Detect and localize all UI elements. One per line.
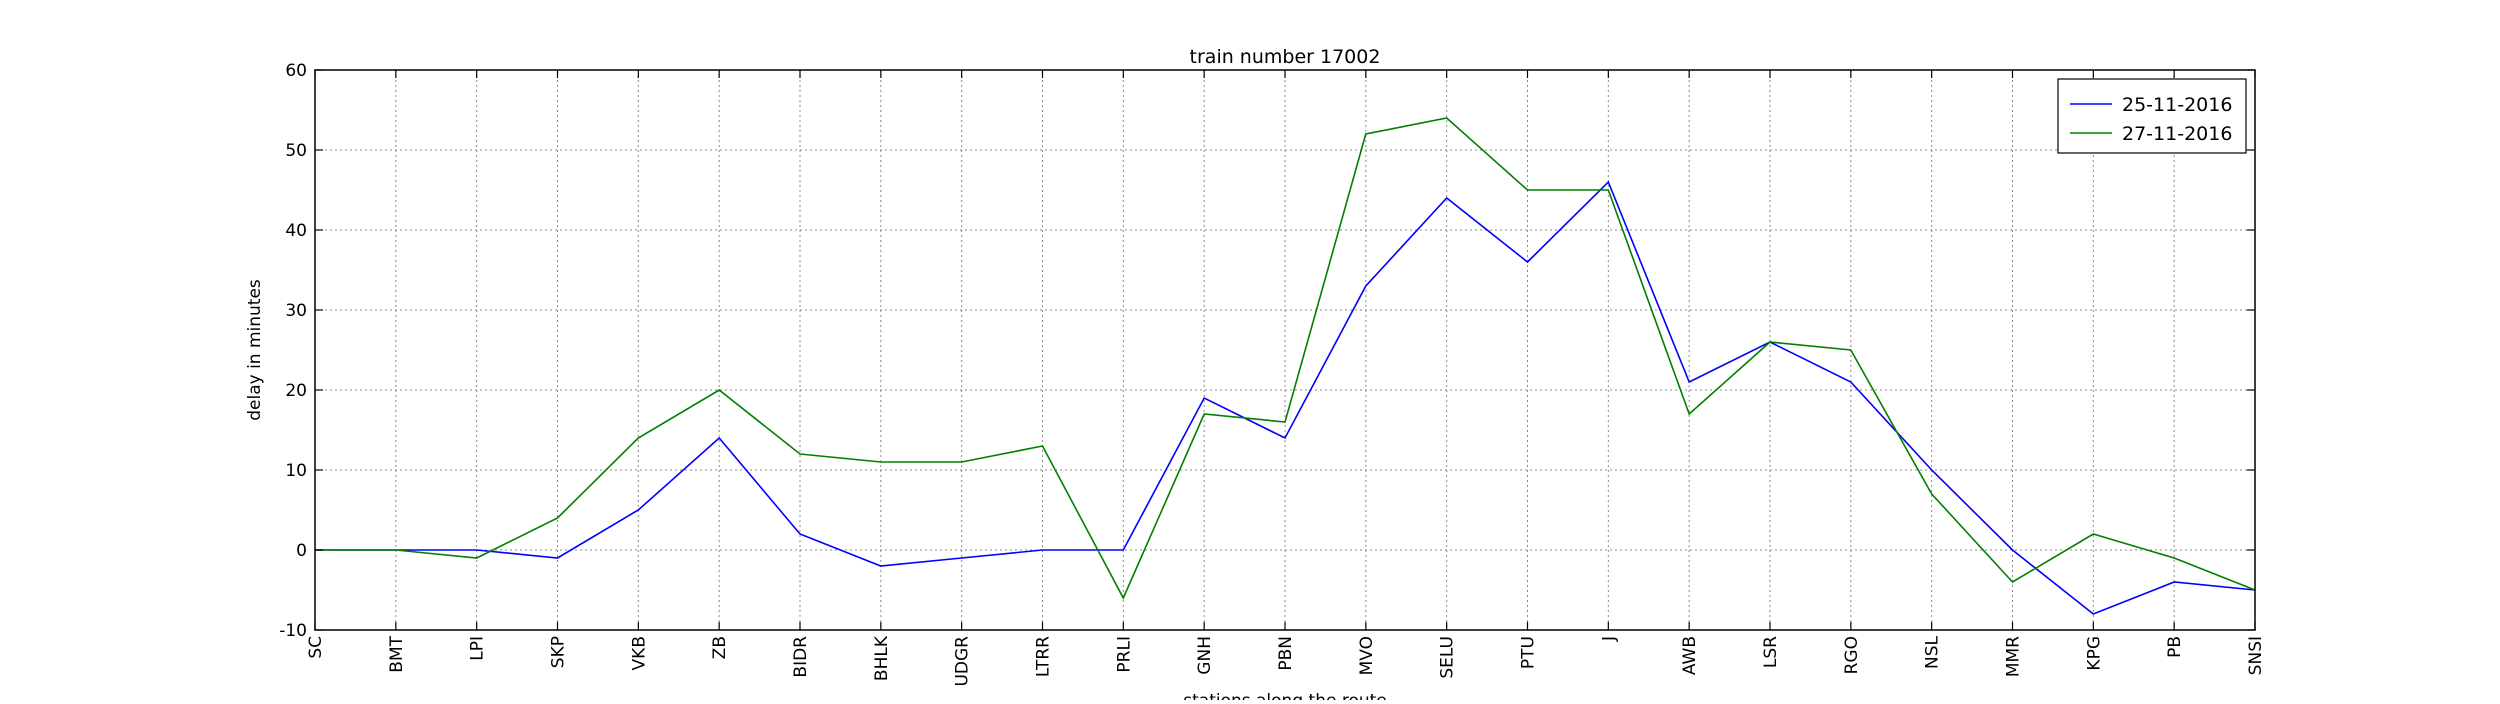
y-tick-label: 30 [285,301,307,321]
x-tick-label-snsi: SNSI [2246,636,2266,675]
x-axis: SC BMT LPI SKP VKB ZB BIDR BHLK UDGR LTRR PRLI GNH P… [306,70,2266,687]
x-tick-label-bmt: BMT [387,635,407,672]
y-tick-label: 50 [285,141,307,161]
x-tick-label-bidr: BIDR [791,636,811,678]
y-tick-label: 60 [285,61,307,81]
y-tick-label: 40 [285,221,307,241]
x-tick-label-pb: PB [2165,636,2185,658]
x-tick-label-vkb: VKB [629,636,649,670]
x-tick-label-j: J [1599,636,1619,642]
x-tick-label-pbn: PBN [1276,636,1296,671]
y-axis: -10 0 10 20 30 40 50 60 [279,61,2255,641]
x-tick-label-udgr: UDGR [953,636,973,687]
x-tick-label-sc: SC [306,636,326,659]
x-tick-label-lpi: LPI [468,636,488,661]
x-tick-label-awb: AWB [1680,636,1700,675]
x-tick-label-mmr: MMR [2004,636,2024,677]
x-tick-label-rgo: RGO [1842,636,1862,674]
x-tick-label-gnh: GNH [1195,636,1215,675]
y-tick-label: 10 [285,461,307,481]
x-tick-label-prli: PRLI [1114,636,1134,673]
x-tick-label-mvo: MVO [1357,636,1377,675]
y-axis-label: delay in minutes [245,279,265,421]
y-tick-label: 20 [285,381,307,401]
y-tick-label: -10 [279,621,307,641]
x-tick-label-bhlk: BHLK [872,635,892,681]
chart-title: train number 17002 [1190,46,1381,68]
legend: 25-11-2016 27-11-2016 [2058,79,2246,153]
x-tick-label-lsr: LSR [1761,636,1781,668]
x-tick-label-nsl: NSL [1923,635,1943,669]
grid [315,70,2255,630]
x-axis-label: stations along the route [1183,691,1387,700]
x-tick-label-kpg: KPG [2084,636,2104,671]
x-tick-label-ptu: PTU [1519,636,1539,669]
x-tick-label-zb: ZB [710,636,730,659]
legend-label: 25-11-2016 [2122,94,2232,116]
x-tick-label-ltrr: LTRR [1034,636,1054,677]
legend-label: 27-11-2016 [2122,123,2232,145]
x-tick-label-selu: SELU [1438,636,1458,679]
x-tick-label-skp: SKP [549,636,569,668]
y-tick-label: 0 [296,541,307,561]
